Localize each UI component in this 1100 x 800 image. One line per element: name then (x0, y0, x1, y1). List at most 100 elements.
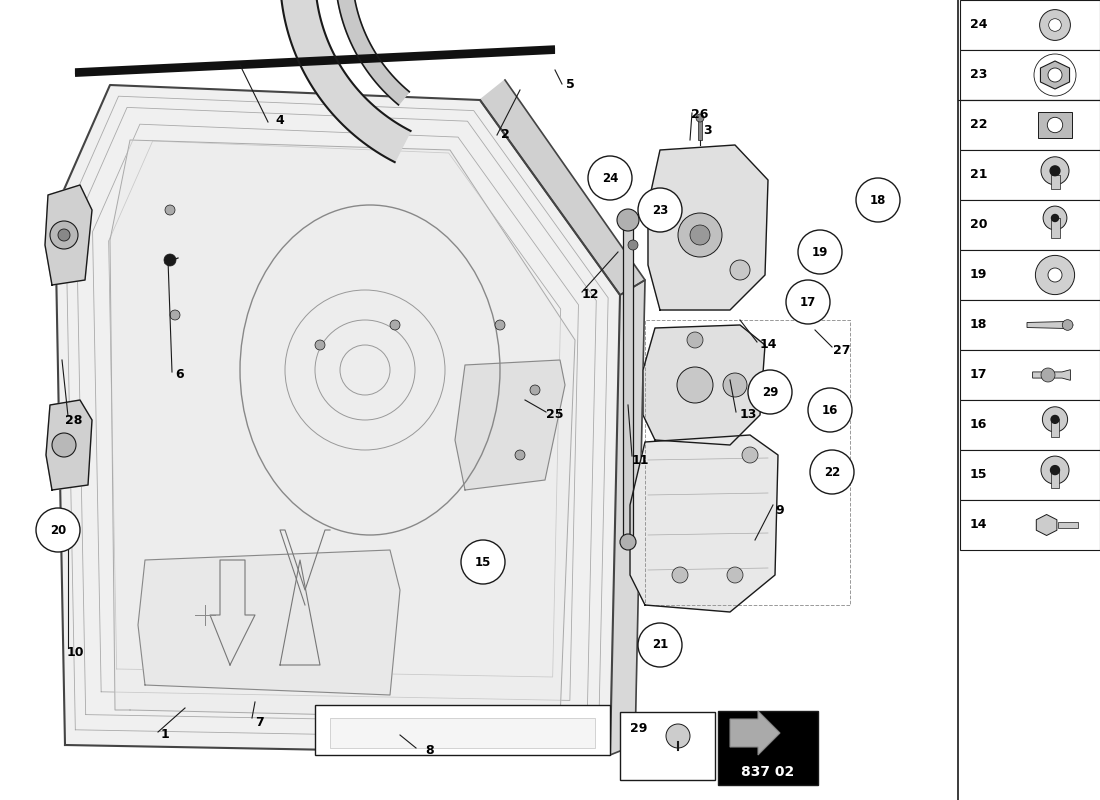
Polygon shape (138, 550, 400, 695)
Circle shape (856, 178, 900, 222)
Circle shape (515, 450, 525, 460)
Bar (1050, 470, 1059, 488)
Circle shape (390, 320, 400, 330)
Circle shape (495, 320, 505, 330)
Circle shape (1041, 157, 1069, 185)
Polygon shape (46, 400, 92, 490)
Polygon shape (730, 711, 780, 755)
Polygon shape (644, 325, 764, 445)
Text: 23: 23 (970, 69, 988, 82)
Circle shape (1047, 118, 1063, 133)
Circle shape (690, 225, 710, 245)
Circle shape (617, 209, 639, 231)
Circle shape (1052, 415, 1059, 423)
Circle shape (58, 229, 70, 241)
Bar (960, 0, 1100, 50)
Text: 20: 20 (50, 523, 66, 537)
Bar (960, 450, 1100, 500)
Bar (960, 100, 1100, 150)
Bar (698, 118, 702, 140)
Circle shape (672, 567, 688, 583)
Text: 4: 4 (276, 114, 285, 126)
Polygon shape (110, 140, 575, 720)
Text: 17: 17 (800, 295, 816, 309)
Polygon shape (1027, 322, 1074, 329)
Polygon shape (630, 435, 778, 612)
Text: 28: 28 (65, 414, 82, 426)
Circle shape (730, 260, 750, 280)
Circle shape (798, 230, 842, 274)
Circle shape (461, 540, 505, 584)
Text: 837 02: 837 02 (741, 765, 794, 779)
Bar (623, 220, 632, 545)
Polygon shape (45, 185, 92, 285)
Circle shape (638, 623, 682, 667)
Text: 18: 18 (870, 194, 887, 206)
Bar (1038, 112, 1071, 138)
Text: 24: 24 (602, 171, 618, 185)
Circle shape (1041, 368, 1055, 382)
Circle shape (742, 447, 758, 463)
Text: 29: 29 (630, 722, 648, 735)
Polygon shape (648, 145, 768, 310)
Bar (1050, 218, 1059, 238)
Circle shape (1050, 466, 1059, 474)
Bar (1050, 419, 1059, 437)
Text: 7: 7 (255, 715, 264, 729)
Text: 15: 15 (475, 555, 492, 569)
Circle shape (1035, 255, 1075, 294)
Circle shape (748, 370, 792, 414)
Circle shape (530, 385, 540, 395)
Text: 16: 16 (970, 418, 988, 431)
Circle shape (688, 332, 703, 348)
Circle shape (1050, 166, 1060, 176)
Circle shape (620, 534, 636, 550)
Text: 6: 6 (176, 369, 185, 382)
Bar (718, 711, 818, 785)
Bar (960, 350, 1100, 400)
Text: 13: 13 (739, 409, 757, 422)
Text: 8: 8 (426, 743, 434, 757)
Text: 10: 10 (66, 646, 84, 658)
Circle shape (1040, 10, 1070, 40)
Circle shape (1041, 456, 1069, 484)
Polygon shape (336, 0, 500, 105)
Text: 14: 14 (970, 518, 988, 531)
Text: 25: 25 (547, 409, 563, 422)
Text: 26: 26 (691, 109, 708, 122)
Bar (960, 400, 1100, 450)
Text: 22: 22 (970, 118, 988, 131)
Text: 18: 18 (970, 318, 988, 331)
Circle shape (315, 340, 324, 350)
Text: 19: 19 (812, 246, 828, 258)
Polygon shape (480, 80, 645, 295)
Bar (330, 718, 595, 748)
Circle shape (678, 213, 722, 257)
Circle shape (786, 280, 830, 324)
Text: 21: 21 (652, 638, 668, 651)
Circle shape (170, 310, 180, 320)
Text: 19: 19 (970, 269, 988, 282)
Text: 3: 3 (704, 123, 713, 137)
Circle shape (52, 433, 76, 457)
Circle shape (808, 388, 852, 432)
Text: 22: 22 (824, 466, 840, 478)
Circle shape (1063, 320, 1072, 330)
Bar (960, 500, 1100, 550)
Text: 11: 11 (631, 454, 649, 466)
Polygon shape (610, 280, 645, 755)
Circle shape (723, 373, 747, 397)
Bar (960, 250, 1100, 300)
Circle shape (1048, 18, 1062, 31)
Circle shape (696, 114, 704, 122)
Text: 2: 2 (500, 129, 509, 142)
Text: 9: 9 (776, 503, 784, 517)
Circle shape (165, 205, 175, 215)
Text: 21: 21 (970, 169, 988, 182)
Text: 23: 23 (652, 203, 668, 217)
Circle shape (1043, 406, 1068, 432)
Text: 12: 12 (581, 289, 598, 302)
Polygon shape (455, 360, 565, 490)
Polygon shape (1041, 61, 1069, 89)
Circle shape (1052, 214, 1058, 222)
